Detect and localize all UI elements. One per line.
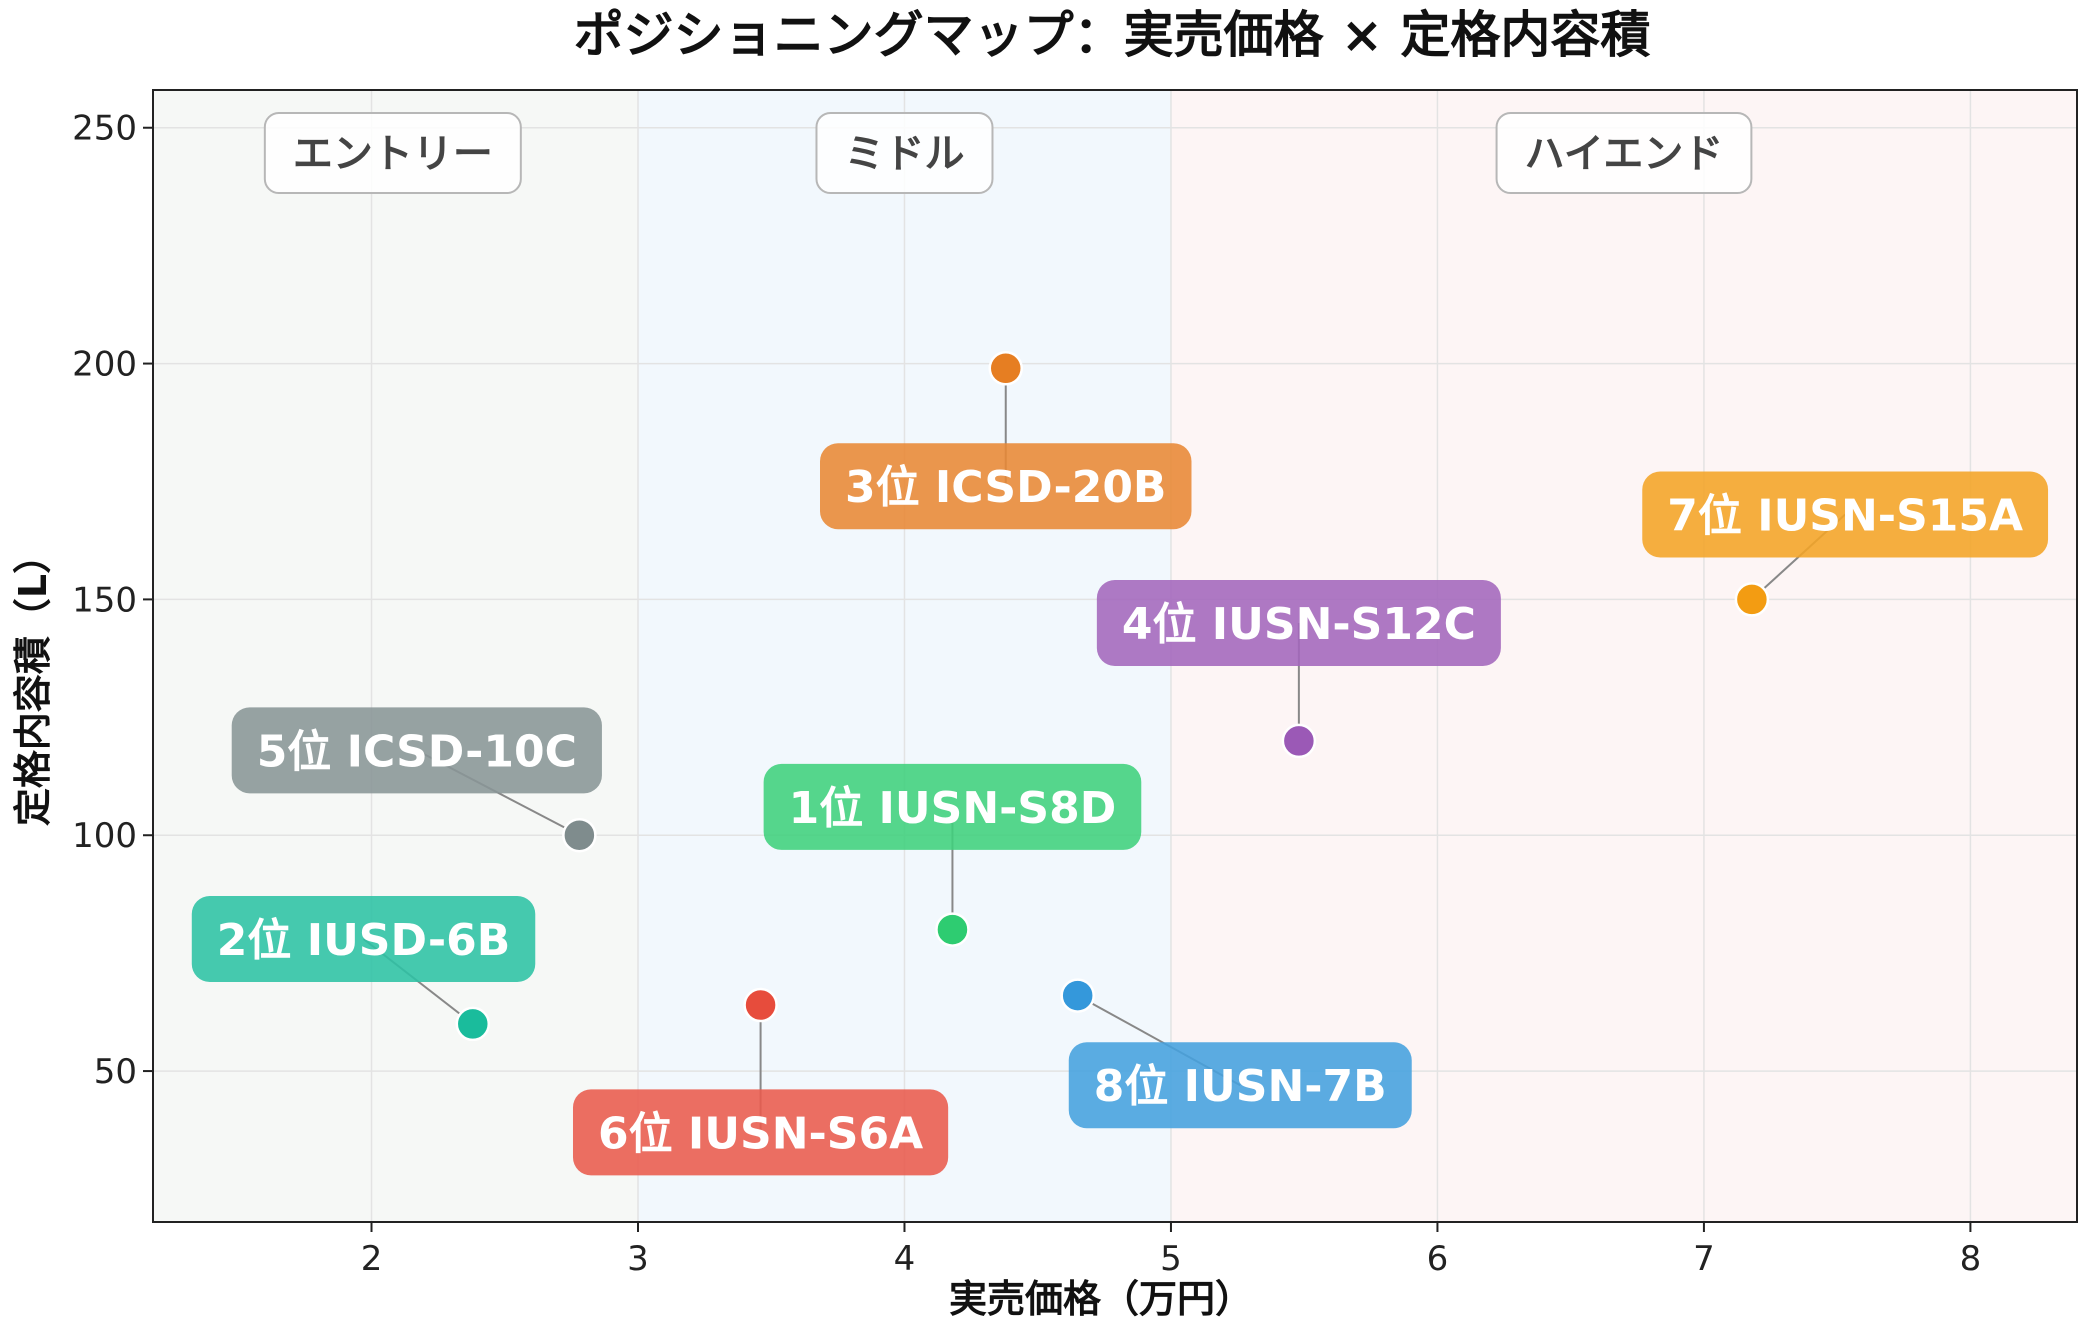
point-label-box-1 xyxy=(763,763,1142,850)
point-label-text-4: 4位 IUSN-S12C xyxy=(1122,599,1476,650)
point-label-6: 6位 IUSN-S6A xyxy=(572,1089,949,1176)
band-label-0: エントリー xyxy=(263,112,522,194)
x-axis-label: 実売価格（万円） xyxy=(949,1277,1253,1321)
point-labels: 1位 IUSN-S8D 2位 IUSD-6B 3位 ICSD-20B 4位 IUSN-… xyxy=(191,443,2049,1176)
band-label-text-1: ミドル xyxy=(844,131,964,177)
point-label-3: 3位 ICSD-20B xyxy=(820,443,1192,530)
x-tick-label-2: 2 xyxy=(361,1239,383,1279)
point-label-box-6 xyxy=(572,1089,949,1176)
x-tick-label-3: 3 xyxy=(627,1239,649,1279)
data-points xyxy=(455,351,1770,1042)
point-label-4: 4位 IUSN-S12C xyxy=(1096,579,1501,666)
x-tick-label-4: 4 xyxy=(894,1239,916,1279)
x-tick-label-5: 5 xyxy=(1160,1239,1182,1279)
point-label-text-3: 3位 ICSD-20B xyxy=(845,462,1166,513)
band-labels: エントリー ミドル ハイエンド xyxy=(263,112,1753,194)
chart-title: ポジショニングマップ：実売価格 × 定格内容積 xyxy=(574,6,1651,64)
band-label-1: ミドル xyxy=(815,112,994,194)
x-tick-label-6: 6 xyxy=(1427,1239,1449,1279)
point-label-text-5: 5位 ICSD-10C xyxy=(257,726,577,777)
point-label-8: 8位 IUSN-7B xyxy=(1068,1042,1412,1129)
point-label-box-3 xyxy=(820,443,1192,530)
point-label-text-1: 1位 IUSN-S8D xyxy=(789,783,1117,834)
data-point-7 xyxy=(1734,582,1770,617)
point-label-text-7: 7位 IUSN-S15A xyxy=(1667,491,2023,542)
data-point-1 xyxy=(935,912,970,947)
point-label-text-2: 2位 IUSD-6B xyxy=(217,915,510,966)
point-label-5: 5位 ICSD-10C xyxy=(231,707,602,794)
axis-ticks: 2 3 4 5 6 7 8 50 100 150 200 250 xyxy=(72,109,1981,1279)
band-label-text-2: ハイエンド xyxy=(1525,131,1724,177)
point-label-box-5 xyxy=(231,707,602,794)
point-label-text-8: 8位 IUSN-7B xyxy=(1094,1061,1387,1112)
y-tick-label-50: 50 xyxy=(94,1052,137,1092)
band-label-box-2 xyxy=(1495,112,1753,194)
band-label-box-0 xyxy=(263,112,522,194)
data-point-2 xyxy=(455,1006,491,1042)
point-label-box-8 xyxy=(1068,1042,1412,1129)
point-label-text-6: 6位 IUSN-S6A xyxy=(598,1108,923,1159)
y-tick-label-200: 200 xyxy=(72,345,137,385)
point-label-box-4 xyxy=(1096,579,1501,666)
point-label-7: 7位 IUSN-S15A xyxy=(1642,471,2049,558)
band-0 xyxy=(153,90,638,1222)
data-point-5 xyxy=(562,817,597,853)
point-label-1: 1位 IUSN-S8D xyxy=(763,763,1142,850)
y-tick-label-100: 100 xyxy=(72,816,137,856)
x-tick-label-8: 8 xyxy=(1960,1239,1982,1279)
y-tick-label-250: 250 xyxy=(72,109,137,149)
band-label-box-1 xyxy=(815,112,994,194)
band-label-text-0: エントリー xyxy=(293,131,493,177)
data-point-4 xyxy=(1281,723,1317,759)
band-label-2: ハイエンド xyxy=(1495,112,1753,194)
point-label-2: 2位 IUSD-6B xyxy=(191,896,536,982)
y-axis-label: 定格内容積（L） xyxy=(11,536,55,826)
point-label-box-7 xyxy=(1642,471,2049,558)
data-point-8 xyxy=(1060,978,1095,1013)
plot-frame xyxy=(152,89,2078,1223)
y-tick-label-150: 150 xyxy=(72,580,137,620)
data-point-6 xyxy=(743,987,778,1023)
x-tick-label-7: 7 xyxy=(1693,1239,1715,1279)
point-label-box-2 xyxy=(191,896,536,982)
data-point-3 xyxy=(988,351,1023,386)
